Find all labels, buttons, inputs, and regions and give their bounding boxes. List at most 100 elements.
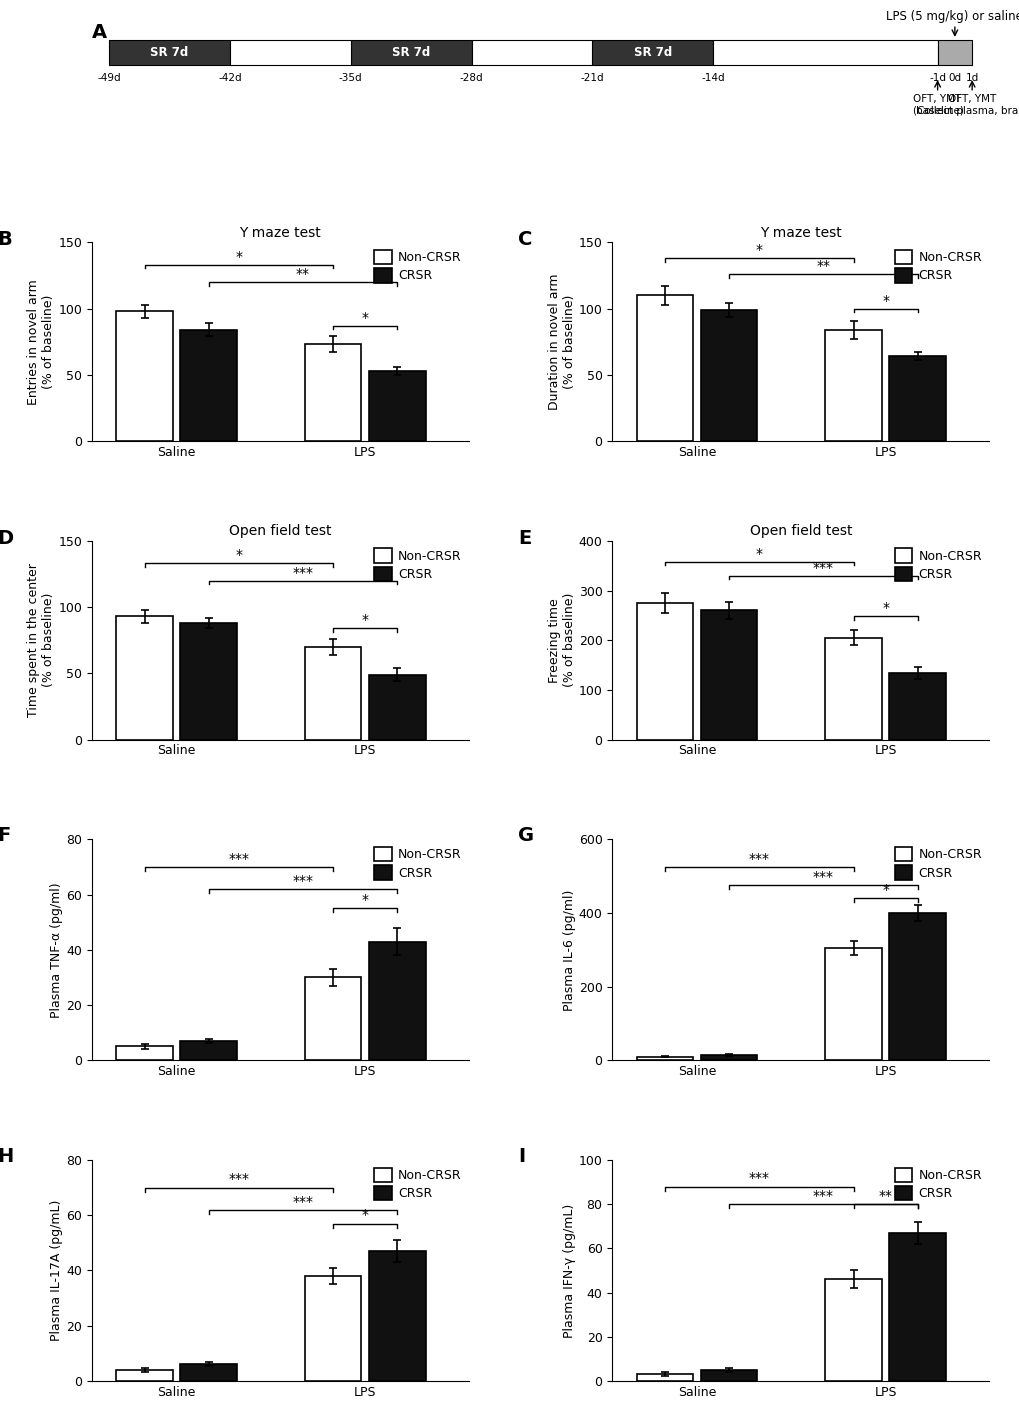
Legend: Non-CRSR, CRSR: Non-CRSR, CRSR [893,845,982,881]
Y-axis label: Entries in novel arm
(% of baseline): Entries in novel arm (% of baseline) [28,279,55,404]
Text: F: F [0,826,11,845]
Text: OFT, YMT
(baseline): OFT, YMT (baseline) [911,94,963,116]
Bar [700,310,757,441]
Bar [116,1370,172,1381]
Bar [369,675,425,740]
Bar [889,913,945,1060]
Text: *: * [755,244,762,258]
Bar [700,1055,757,1060]
Bar [305,978,361,1060]
Legend: Non-CRSR, CRSR: Non-CRSR, CRSR [893,547,982,582]
Text: ***: *** [812,871,834,885]
Bar [889,672,945,740]
Text: *: * [362,613,368,627]
Bar [889,1233,945,1381]
Bar [116,616,172,740]
Bar [351,39,471,65]
Bar [636,1374,693,1381]
Text: ***: *** [292,565,313,579]
Bar [180,623,236,740]
Text: OFT, YMT
Collect plasma, brain: OFT, YMT Collect plasma, brain [916,94,1019,116]
Y-axis label: Plasma IFN-γ (pg/mL): Plasma IFN-γ (pg/mL) [562,1203,576,1337]
Bar [180,1041,236,1060]
Title: Y maze test: Y maze test [239,225,321,240]
Text: ***: *** [748,1171,769,1185]
Text: ***: *** [228,852,249,867]
Text: SR 7d: SR 7d [633,45,672,59]
Text: 0d: 0d [948,73,961,83]
Bar [712,39,936,65]
Title: Open field test: Open field test [749,524,851,538]
Legend: Non-CRSR, CRSR: Non-CRSR, CRSR [373,1167,463,1202]
Bar [824,638,881,740]
Text: *: * [235,249,243,263]
Text: I: I [518,1147,525,1165]
Text: D: D [0,528,13,548]
Bar [700,610,757,740]
Text: ***: *** [292,1195,313,1209]
Y-axis label: Duration in novel arm
(% of baseline): Duration in novel arm (% of baseline) [547,273,576,410]
Text: *: * [362,1209,368,1223]
Y-axis label: Plasma IL-17A (pg/mL): Plasma IL-17A (pg/mL) [50,1199,63,1341]
Text: *: * [362,893,368,907]
Text: ***: *** [228,1172,249,1186]
Text: *: * [881,293,889,307]
Text: -49d: -49d [97,73,121,83]
Text: ***: *** [292,874,313,888]
Bar [369,371,425,441]
Text: 1d: 1d [965,73,978,83]
Bar [936,39,971,65]
Bar [180,1364,236,1381]
Y-axis label: Plasma TNF-α (pg/ml): Plasma TNF-α (pg/ml) [50,882,63,1017]
Bar [636,296,693,441]
Bar [116,311,172,441]
Bar [305,647,361,740]
Text: **: ** [815,259,829,273]
Text: -21d: -21d [580,73,603,83]
Text: **: ** [296,268,310,280]
Bar [229,39,351,65]
Bar [824,330,881,441]
Bar [636,603,693,740]
Text: SR 7d: SR 7d [150,45,189,59]
Text: H: H [0,1147,13,1165]
Y-axis label: Plasma IL-6 (pg/ml): Plasma IL-6 (pg/ml) [562,889,576,1010]
Text: LPS (5 mg/kg) or saline: LPS (5 mg/kg) or saline [886,10,1019,23]
Title: Open field test: Open field test [229,524,331,538]
Bar [180,330,236,441]
Bar [369,941,425,1060]
Text: *: * [235,548,243,562]
Bar [824,948,881,1060]
Bar [889,356,945,441]
Text: **: ** [877,1189,892,1203]
Text: ***: *** [812,561,834,575]
Legend: Non-CRSR, CRSR: Non-CRSR, CRSR [893,248,982,283]
Bar [636,1057,693,1060]
Text: A: A [92,23,107,42]
Text: -35d: -35d [338,73,362,83]
Text: *: * [755,547,762,561]
Bar [369,1251,425,1381]
Bar [116,1047,172,1060]
Text: *: * [362,311,368,325]
Text: ***: *** [748,852,769,867]
Text: SR 7d: SR 7d [391,45,430,59]
Bar [305,344,361,441]
Text: -42d: -42d [218,73,242,83]
Legend: Non-CRSR, CRSR: Non-CRSR, CRSR [373,547,463,582]
Text: E: E [518,528,531,548]
Legend: Non-CRSR, CRSR: Non-CRSR, CRSR [373,248,463,283]
Bar [109,39,229,65]
Bar [471,39,592,65]
Text: -14d: -14d [701,73,725,83]
Bar [592,39,712,65]
Bar [700,1370,757,1381]
Y-axis label: Freezing time
(% of baseline): Freezing time (% of baseline) [547,593,576,688]
Text: G: G [518,826,534,845]
Y-axis label: Time spent in the center
(% of baseline): Time spent in the center (% of baseline) [28,564,55,717]
Text: ***: *** [812,1189,834,1203]
Text: *: * [881,883,889,898]
Text: -1d: -1d [928,73,946,83]
Text: *: * [881,602,889,616]
Text: -28d: -28d [460,73,483,83]
